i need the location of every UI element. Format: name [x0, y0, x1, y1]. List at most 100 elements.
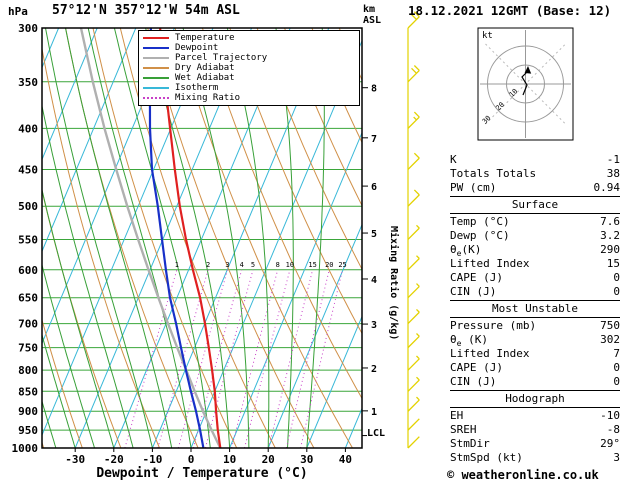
temperature-curve [159, 28, 222, 448]
legend-item-wet-adiabat: Wet Adiabat [143, 73, 355, 83]
wind-barb [407, 376, 420, 392]
table-row-value: 0 [613, 271, 620, 284]
wind-barb-column [407, 11, 420, 449]
table-row-value: -10 [600, 409, 620, 422]
svg-text:6: 6 [371, 182, 377, 193]
hodograph-trace [521, 70, 529, 96]
table-row-value: 0 [613, 375, 620, 388]
svg-text:550: 550 [18, 233, 38, 246]
svg-text:2: 2 [206, 261, 210, 269]
table-separator [450, 213, 620, 214]
table-row-label: Temp (°C) [450, 215, 510, 228]
table-row-pressure-mb: Pressure (mb) 750 [450, 319, 620, 333]
table-separator [450, 300, 620, 301]
legend-label: Parcel Trajectory [175, 53, 268, 63]
table-row-k: K -1 [450, 153, 620, 167]
table-row-cape-j: CAPE (J) 0 [450, 361, 620, 375]
table-row-label: K [450, 153, 457, 166]
indices-table: K -1 Totals Totals 38 PW (cm) 0.94 Surface Temp… [450, 153, 620, 465]
wind-barb [407, 189, 420, 207]
table-separator [450, 390, 620, 391]
table-row-cin-j: CIN (J) 0 [450, 375, 620, 389]
svg-text:20: 20 [325, 261, 333, 269]
lcl-label: LCL [367, 428, 386, 439]
legend-box: Temperature Dewpoint Parcel Trajectory Dry … [138, 30, 360, 106]
table-row-label: StmDir [450, 437, 490, 450]
run-title: 18.12.2021 12GMT (Base: 12) [408, 3, 612, 18]
table-row-label: PW (cm) [450, 181, 497, 194]
table-row-value: 38 [606, 167, 620, 180]
pressure-axis-unit: hPa [8, 5, 28, 18]
table-row-temp-c: Temp (°C) 7.6 [450, 215, 620, 229]
temperature-tick-labels: -30 -20 -10 0 10 20 30 40 [65, 448, 352, 466]
svg-text:10: 10 [223, 453, 236, 466]
table-row-label: θe (K) [450, 333, 488, 349]
table-row-label: CAPE (J) [450, 271, 503, 284]
table-row-label: Dewp (°C) [450, 229, 510, 242]
table-row-value: 29° [600, 437, 620, 450]
table-row-value: 15 [606, 257, 620, 270]
table-row-cin-j: CIN (J) 0 [450, 285, 620, 299]
table-row-stmdir: StmDir 29° [450, 437, 620, 451]
table-row-value: 0.94 [593, 181, 621, 194]
parcel-trajectory-curve [79, 28, 222, 448]
table-row-value: 290 [600, 243, 620, 256]
legend-line-sample [143, 87, 169, 89]
svg-text:5: 5 [371, 229, 377, 240]
svg-text:20: 20 [262, 453, 275, 466]
table-row-label: SREH [450, 423, 477, 436]
legend-item-dry-adiabat: Dry Adiabat [143, 63, 355, 73]
table-row-value: 7.6 [600, 215, 620, 228]
table-row-value: 302 [600, 333, 620, 346]
table-row-label: Lifted Index [450, 347, 530, 360]
table-row-eh: EH -10 [450, 409, 620, 423]
svg-text:1000: 1000 [12, 442, 39, 455]
wind-barb [407, 333, 420, 349]
km-tick-labels: 8 7 6 5 4 3 2 1 [362, 84, 377, 437]
table-row-value: 0 [613, 361, 620, 374]
svg-text:10: 10 [286, 261, 294, 269]
svg-text:800: 800 [18, 364, 38, 377]
legend-line-sample [143, 37, 169, 39]
svg-text:8: 8 [371, 84, 377, 95]
mixing-ratio-labels: 1 2 3 4 5 8 10 15 20 25 [175, 261, 347, 269]
legend-line-sample [143, 77, 169, 79]
legend-line-sample [143, 67, 169, 69]
legend-item-dewpoint: Dewpoint [143, 43, 355, 53]
table-separator [450, 196, 620, 197]
svg-text:750: 750 [18, 342, 38, 355]
wind-barb [407, 11, 420, 29]
legend-item-parcel-trajectory: Parcel Trajectory [143, 53, 355, 63]
table-section-most-unstable: Most Unstable [491, 302, 579, 315]
table-row-label: EH [450, 409, 464, 422]
svg-text:40: 40 [339, 453, 352, 466]
table-row-label: Pressure (mb) [450, 319, 537, 332]
svg-text:0: 0 [188, 453, 195, 466]
legend-label: Dry Adiabat [175, 63, 235, 73]
table-row-label: CAPE (J) [450, 361, 503, 374]
table-row-value: 3 [613, 451, 620, 464]
copyright: © weatheronline.co.uk [447, 468, 599, 482]
plot-border [41, 27, 363, 449]
wind-barb [407, 436, 420, 449]
svg-text:3: 3 [371, 320, 377, 331]
legend-line-sample [143, 57, 169, 59]
table-row-e-k: θe (K) 302 [450, 333, 620, 349]
svg-text:30: 30 [300, 453, 313, 466]
legend-label: Mixing Ratio [175, 93, 241, 103]
svg-text:25: 25 [338, 261, 346, 269]
svg-text:700: 700 [18, 318, 38, 331]
table-row-dewp-c: Dewp (°C) 3.2 [450, 229, 620, 243]
wind-barb [407, 65, 420, 83]
table-separator [450, 317, 620, 318]
x-axis-title: Dewpoint / Temperature (°C) [96, 466, 308, 481]
wind-barb [407, 396, 420, 412]
legend-item-mixing-ratio: Mixing Ratio [143, 93, 355, 103]
altitude-axis-label: km ASL [363, 4, 382, 26]
hodograph-ring-label: 20 [494, 101, 506, 113]
wind-barb [407, 308, 420, 325]
hodograph-unit-label: kt [482, 31, 493, 41]
svg-text:450: 450 [18, 163, 38, 176]
table-row-cape-j: CAPE (J) 0 [450, 271, 620, 285]
